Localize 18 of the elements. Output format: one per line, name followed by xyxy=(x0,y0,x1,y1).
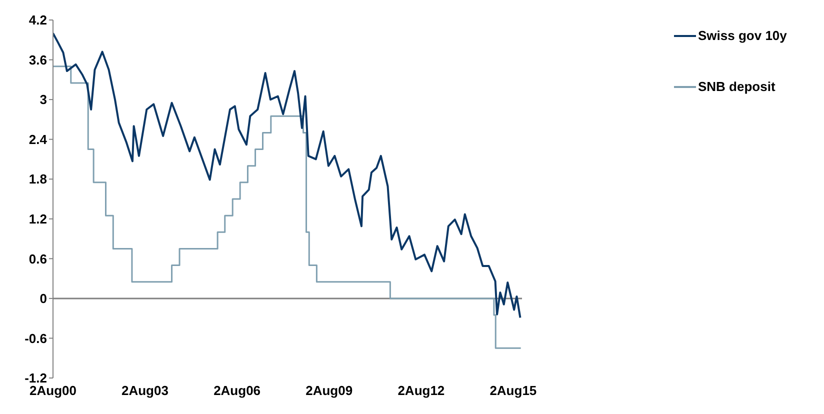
y-tick-label: 2.4 xyxy=(28,132,48,147)
y-tick-label: 3.6 xyxy=(28,52,47,68)
legend-label: Swiss gov 10y xyxy=(698,28,787,43)
x-tick-label: 2Aug03 xyxy=(122,383,168,398)
y-tick-label: 0 xyxy=(40,291,47,306)
y-tick-label: 0.6 xyxy=(28,251,47,266)
x-tick-label: 2Aug09 xyxy=(306,383,353,398)
x-tick-label: 2Aug06 xyxy=(214,383,261,398)
y-tick-label: 4.2 xyxy=(28,12,47,28)
x-tick-label: 2Aug00 xyxy=(30,383,76,398)
y-tick-label: 1.8 xyxy=(28,172,47,187)
x-tick-label: 2Aug12 xyxy=(398,383,445,398)
y-tick-label: -0.6 xyxy=(24,330,47,346)
y-tick-label: 3 xyxy=(40,92,47,108)
y-tick-label: -1.2 xyxy=(24,370,47,386)
x-tick-label: 2Aug15 xyxy=(490,383,537,398)
y-tick-label: 1.2 xyxy=(28,212,47,227)
legend-label: SNB deposit xyxy=(698,79,776,94)
